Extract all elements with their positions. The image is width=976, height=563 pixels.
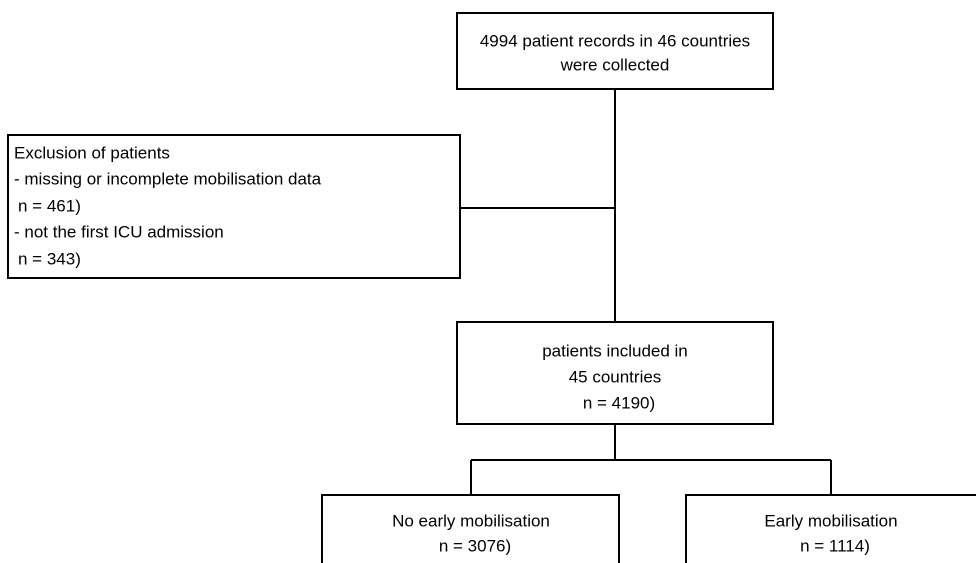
box-text: n = 3076) (439, 536, 511, 555)
box-no-early (321, 494, 620, 563)
box-text: Exclusion of patients (14, 143, 170, 162)
box-text: 45 countries (569, 367, 662, 386)
box-text: No early mobilisation (392, 511, 550, 530)
box-text: - not the first ICU admission (14, 222, 224, 241)
box-text: - missing or incomplete mobilisation dat… (14, 169, 322, 188)
box-text: n = 4190) (583, 393, 655, 412)
box-exclusion (7, 134, 461, 279)
box-text: patients included in (542, 341, 688, 360)
box-text: n = 461) (18, 196, 81, 215)
box-included (456, 321, 774, 425)
box-text: n = 343) (18, 249, 81, 268)
box-text: 4994 patient records in 46 countries (480, 31, 750, 50)
box-text: were collected (560, 55, 670, 74)
box-early (685, 494, 976, 563)
box-text: Early mobilisation (764, 511, 897, 530)
box-text: n = 1114) (800, 536, 870, 555)
box-collected (456, 12, 774, 90)
